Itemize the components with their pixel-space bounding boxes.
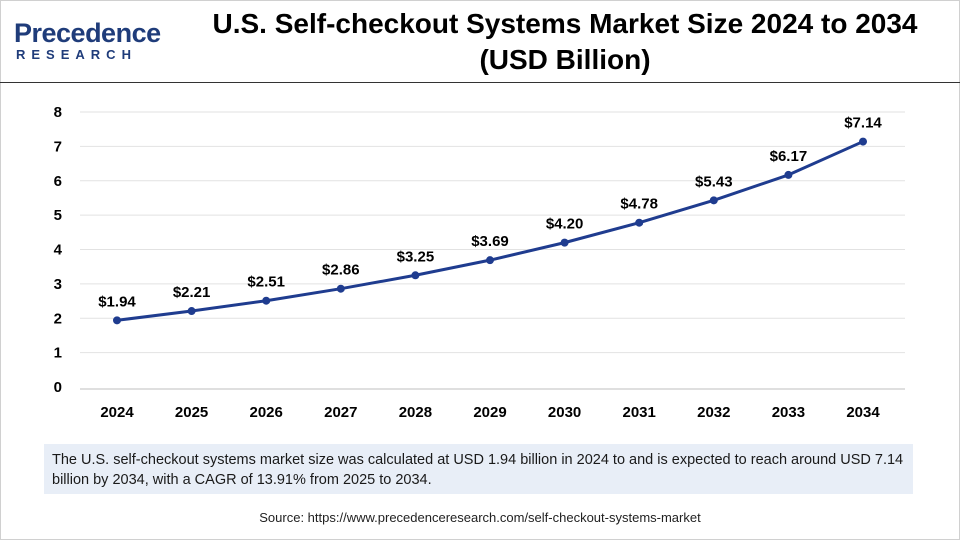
x-tick-label: 2028 — [399, 404, 432, 421]
y-tick-label: 8 — [54, 104, 62, 121]
data-label: $3.25 — [397, 248, 435, 265]
data-point — [113, 316, 121, 325]
data-label: $2.51 — [247, 274, 285, 291]
x-tick-label: 2034 — [846, 404, 880, 421]
data-point — [560, 238, 569, 247]
chart-title: U.S. Self-checkout Systems Market Size 2… — [180, 6, 950, 78]
y-tick-label: 1 — [54, 345, 62, 362]
y-tick-label: 4 — [54, 242, 63, 259]
data-point — [709, 196, 718, 205]
data-label: $2.21 — [173, 284, 211, 301]
data-label: $6.17 — [770, 148, 808, 165]
logo-subtitle: RESEARCH — [16, 47, 137, 62]
chart-title-line2: (USD Billion) — [479, 44, 651, 75]
y-tick-label: 7 — [54, 138, 62, 155]
data-point — [411, 271, 420, 280]
x-tick-label: 2032 — [697, 404, 730, 421]
data-point — [336, 284, 345, 293]
data-label: $1.94 — [98, 293, 136, 310]
x-tick-label: 2030 — [548, 404, 581, 421]
x-tick-label: 2033 — [772, 404, 805, 421]
data-point — [262, 296, 271, 305]
line-chart: 0 1 2 3 4 5 6 7 8 2024 2025 2026 2027 2028 2029 2030 203… — [54, 104, 905, 421]
logo-name: Precedence — [14, 18, 161, 48]
x-tick-label: 2026 — [250, 404, 283, 421]
source-text: Source: https://www.precedenceresearch.c… — [259, 510, 701, 525]
data-label: $4.78 — [620, 196, 658, 213]
data-point — [635, 218, 644, 227]
series-line — [116, 140, 864, 322]
data-point — [859, 137, 867, 146]
data-label: $2.86 — [322, 262, 360, 279]
x-tick-label: 2025 — [175, 404, 208, 421]
summary-note: The U.S. self-checkout systems market si… — [44, 444, 913, 494]
x-tick-label: 2031 — [623, 404, 656, 421]
data-point — [187, 307, 196, 316]
y-tick-label: 5 — [54, 207, 62, 224]
data-label: $5.43 — [695, 173, 733, 190]
data-label: $4.20 — [546, 216, 584, 233]
data-point — [486, 256, 494, 265]
y-tick-label: 2 — [54, 310, 62, 327]
data-label: $7.14 — [844, 115, 882, 132]
header-divider — [0, 82, 960, 83]
x-tick-label: 2029 — [473, 404, 506, 421]
y-tick-label: 6 — [54, 173, 62, 190]
y-tick-label: 3 — [54, 276, 62, 293]
logo: Precedence RESEARCH — [14, 14, 164, 66]
x-tick-label: 2027 — [324, 404, 357, 421]
data-label: $3.69 — [471, 233, 509, 250]
y-tick-label: 0 — [54, 379, 62, 396]
x-tick-label: 2024 — [100, 404, 134, 421]
chart-title-line1: U.S. Self-checkout Systems Market Size 2… — [212, 8, 918, 39]
data-point — [784, 170, 793, 179]
